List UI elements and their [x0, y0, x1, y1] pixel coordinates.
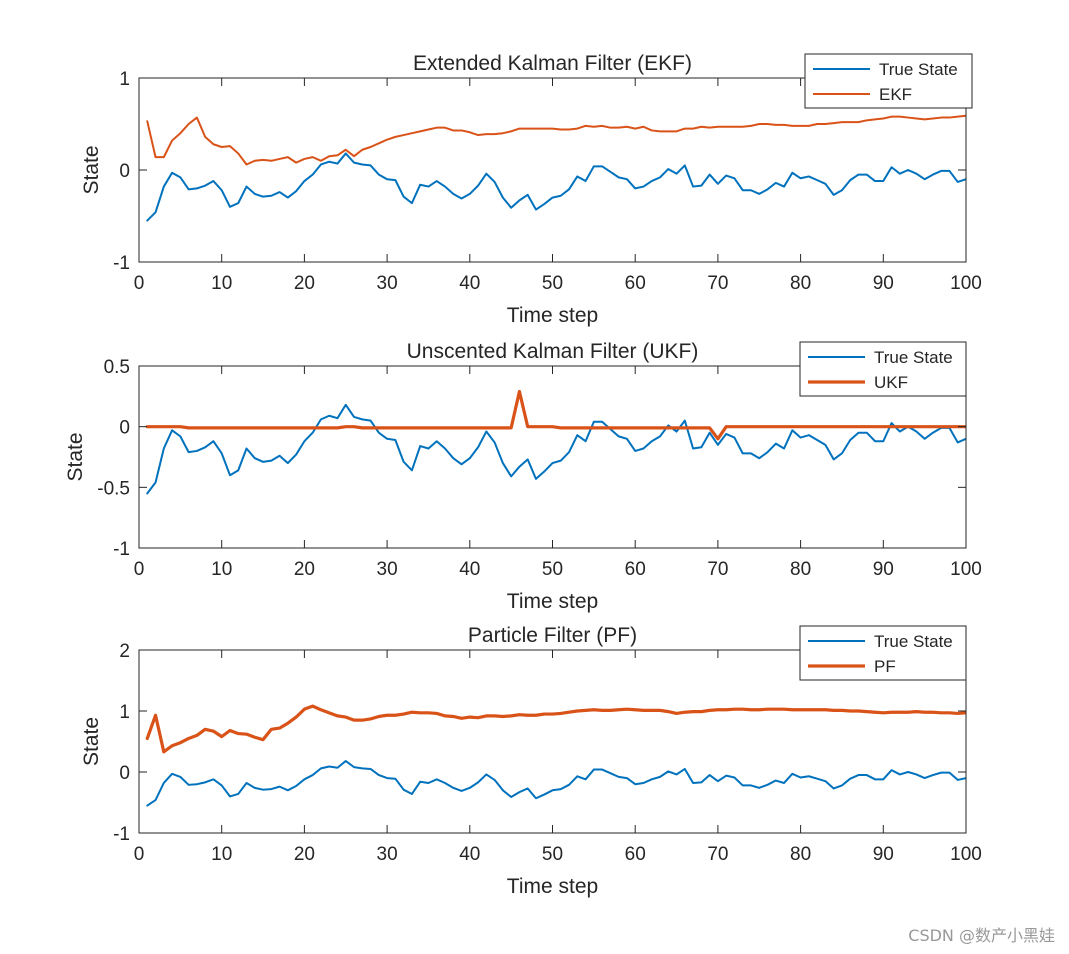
x-tick-label: 50 — [542, 273, 563, 294]
x-tick-label: 10 — [211, 559, 232, 580]
axes-background — [139, 78, 966, 262]
legend: True State EKF — [804, 53, 973, 109]
legend: True State PF — [799, 625, 967, 681]
x-tick-label: 60 — [625, 844, 646, 865]
series-line-ekf — [146, 114, 966, 166]
legend: True State UKF — [799, 341, 967, 397]
x-tick-label: 40 — [459, 273, 480, 294]
y-tick-label: 1 — [119, 702, 130, 723]
y-tick-label: 1 — [119, 69, 130, 90]
y-tick-label: 2 — [119, 641, 130, 662]
x-tick-label: 60 — [625, 273, 646, 294]
x-tick-label: 40 — [459, 559, 480, 580]
x-tick-label: 70 — [707, 273, 728, 294]
x-tick-label: 100 — [950, 559, 982, 580]
x-tick-label: 80 — [790, 844, 811, 865]
legend-entry: True State — [874, 632, 953, 651]
x-axis-label: Time step — [507, 590, 598, 613]
x-tick-label: 0 — [134, 844, 145, 865]
x-tick-label: 0 — [134, 273, 145, 294]
y-tick-label: -0.5 — [97, 478, 130, 499]
x-tick-label: 90 — [873, 559, 894, 580]
x-tick-label: 0 — [134, 559, 145, 580]
x-tick-label: 80 — [790, 559, 811, 580]
chart-title: Particle Filter (PF) — [468, 624, 637, 647]
y-axis-label: State — [64, 432, 87, 481]
x-tick-label: 70 — [707, 844, 728, 865]
series-line-true-state — [146, 152, 966, 222]
y-tick-label: -1 — [113, 824, 130, 845]
legend-box — [799, 341, 967, 397]
legend-entry: EKF — [879, 85, 912, 104]
y-tick-label: -1 — [113, 539, 130, 560]
x-tick-label: 50 — [542, 559, 563, 580]
csdn-watermark: CSDN @数产小黑娃 — [908, 926, 1055, 945]
x-tick-label: 20 — [294, 559, 315, 580]
x-tick-label: 30 — [377, 844, 398, 865]
series-line-pf — [145, 704, 966, 754]
chart-title: Unscented Kalman Filter (UKF) — [407, 340, 699, 363]
x-axis-label: Time step — [507, 875, 598, 898]
x-tick-label: 30 — [377, 559, 398, 580]
subplot-2: 0 10 20 30 40 50 60 70 80 90 100 -1 -0.5 0 0.5 Unscente… — [64, 340, 982, 613]
legend-entry: UKF — [874, 373, 908, 392]
x-tick-label: 90 — [873, 844, 894, 865]
x-tick-label: 10 — [211, 273, 232, 294]
x-tick-label: 60 — [625, 559, 646, 580]
x-tick-label: 90 — [873, 273, 894, 294]
y-tick-label: 0 — [119, 161, 130, 182]
x-tick-label: 20 — [294, 273, 315, 294]
y-tick-label: 0 — [119, 418, 130, 439]
x-tick-label: 100 — [950, 844, 982, 865]
x-tick-label: 80 — [790, 273, 811, 294]
series-line-ukf — [145, 389, 966, 441]
x-tick-label: 70 — [707, 559, 728, 580]
legend-entry: PF — [874, 657, 896, 676]
legend-entry: True State — [879, 60, 958, 79]
chart-title: Extended Kalman Filter (EKF) — [413, 52, 692, 75]
x-tick-label: 30 — [377, 273, 398, 294]
y-axis-label: State — [80, 145, 103, 194]
y-tick-label: -1 — [113, 253, 130, 274]
x-tick-label: 10 — [211, 844, 232, 865]
legend-entry: True State — [874, 348, 953, 367]
x-axis-label: Time step — [507, 304, 598, 327]
y-axis-label: State — [80, 717, 103, 766]
series-line-true-state — [146, 760, 966, 807]
legend-box — [799, 625, 967, 681]
legend-box — [804, 53, 973, 109]
y-tick-label: 0.5 — [104, 357, 130, 378]
x-tick-label: 40 — [459, 844, 480, 865]
y-tick-label: 0 — [119, 763, 130, 784]
series-line-true-state — [146, 403, 966, 495]
x-tick-label: 20 — [294, 844, 315, 865]
x-tick-label: 50 — [542, 844, 563, 865]
x-tick-label: 100 — [950, 273, 982, 294]
